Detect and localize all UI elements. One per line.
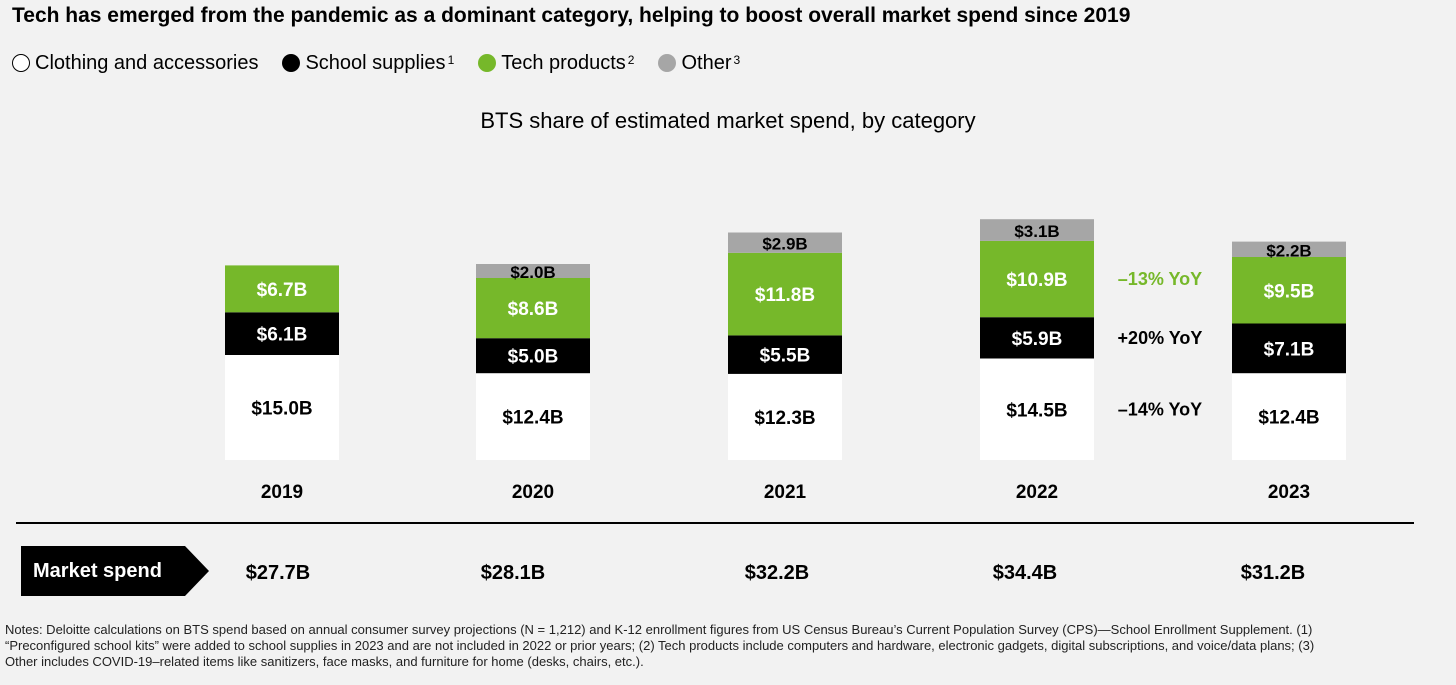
legend-item-school-supplies: School supplies 1: [282, 52, 454, 75]
market-spend-2021: $32.2B: [744, 562, 810, 584]
market-spend-label: Market spend: [21, 546, 209, 596]
data-label-school-supplies-2020: $5.0B: [508, 347, 559, 368]
bar-segment-school-supplies-2022: [980, 317, 1094, 359]
legend-item-tech-products: Tech products 2: [478, 52, 634, 75]
yoy-annotation-tech-products: –13% YoY: [1118, 269, 1202, 289]
market-spend-2020: $28.1B: [480, 562, 546, 584]
bar-segment-school-supplies-2020: [476, 338, 590, 374]
bar-segment-other-2020: [476, 264, 590, 278]
data-label-other-2023: $2.2B: [1266, 241, 1311, 260]
legend-footnote-3: 3: [733, 53, 741, 67]
bar-segment-tech-products-2020: [476, 278, 590, 339]
data-label-clothing-and-accessories-2021: $12.3B: [754, 408, 815, 429]
legend-swatch-school-supplies: [282, 54, 301, 72]
legend-footnote-2: 2: [627, 53, 635, 67]
x-tick-label-2020: 2020: [512, 482, 554, 503]
divider-line: [16, 522, 1414, 524]
bar-segment-clothing-and-accessories-2022: [980, 358, 1094, 460]
chart-subtitle: BTS share of estimated market spend, by …: [480, 108, 976, 133]
x-tick-label-2023: 2023: [1268, 482, 1310, 503]
legend-label-clothing: Clothing and accessories: [35, 51, 259, 74]
data-label-tech-products-2019: $6.7B: [257, 280, 308, 301]
bar-segment-other-2023: [1232, 241, 1346, 257]
data-label-clothing-and-accessories-2023: $12.4B: [1258, 408, 1319, 429]
x-tick-label-2019: 2019: [261, 482, 303, 503]
data-label-school-supplies-2021: $5.5B: [760, 346, 811, 367]
data-label-clothing-and-accessories-2020: $12.4B: [502, 408, 563, 429]
legend-label-tech-products: Tech products: [501, 51, 626, 74]
market-spend-2022: $34.4B: [992, 562, 1058, 584]
yoy-annotation-school-supplies: +20% YoY: [1118, 328, 1203, 348]
legend: Clothing and accessories School supplies…: [12, 50, 764, 76]
legend-item-clothing: Clothing and accessories: [12, 52, 258, 75]
market-spend-2019: $27.7B: [245, 562, 311, 584]
market-spend-2023: $31.2B: [1240, 562, 1306, 584]
legend-label-other: Other: [681, 51, 732, 74]
legend-swatch-other: [658, 54, 677, 72]
data-label-tech-products-2022: $10.9B: [1006, 270, 1067, 291]
bar-segment-clothing-and-accessories-2020: [476, 373, 590, 460]
footnotes: Notes: Deloitte calculations on BTS spen…: [5, 622, 1315, 669]
legend-swatch-tech-products: [478, 54, 497, 72]
data-label-tech-products-2023: $9.5B: [1264, 281, 1315, 302]
data-label-clothing-and-accessories-2019: $15.0B: [251, 399, 312, 420]
bar-segment-tech-products-2023: [1232, 257, 1346, 324]
legend-footnote-1: 1: [447, 53, 455, 67]
bar-segment-other-2021: [728, 232, 842, 253]
data-label-tech-products-2021: $11.8B: [755, 285, 815, 306]
data-label-tech-products-2020: $8.6B: [508, 299, 559, 320]
data-label-school-supplies-2022: $5.9B: [1012, 329, 1063, 350]
bar-segment-tech-products-2021: [728, 252, 842, 336]
bar-segment-tech-products-2022: [980, 240, 1094, 318]
x-tick-label-2022: 2022: [1016, 482, 1058, 503]
chart-title: Tech has emerged from the pandemic as a …: [12, 4, 1131, 27]
bar-segment-school-supplies-2023: [1232, 323, 1346, 374]
bar-segment-tech-products-2019: [225, 265, 339, 313]
legend-swatch-clothing: [12, 54, 30, 72]
bar-segment-clothing-and-accessories-2021: [728, 373, 842, 460]
bar-segment-clothing-and-accessories-2023: [1232, 373, 1346, 460]
bar-segment-school-supplies-2019: [225, 312, 339, 355]
bar-segment-other-2022: [980, 219, 1094, 241]
data-label-school-supplies-2019: $6.1B: [257, 325, 308, 346]
data-label-school-supplies-2023: $7.1B: [1264, 339, 1315, 360]
bar-segment-clothing-and-accessories-2019: [225, 355, 339, 460]
yoy-annotation-clothing-and-accessories: –14% YoY: [1118, 399, 1202, 419]
stacked-bar-chart: $15.0B $6.1B $6.7B 2019 $12.4B $5.0B $8.6B $2.0…: [225, 219, 1346, 503]
legend-label-school-supplies: School supplies: [305, 51, 446, 74]
legend-item-other: Other 3: [658, 52, 740, 75]
data-label-other-2020: $2.0B: [510, 263, 555, 282]
data-label-clothing-and-accessories-2022: $14.5B: [1006, 400, 1067, 421]
x-tick-label-2021: 2021: [764, 482, 807, 503]
bar-segment-school-supplies-2021: [728, 335, 842, 374]
data-label-other-2021: $2.9B: [762, 235, 807, 254]
data-label-other-2022: $3.1B: [1014, 222, 1059, 241]
